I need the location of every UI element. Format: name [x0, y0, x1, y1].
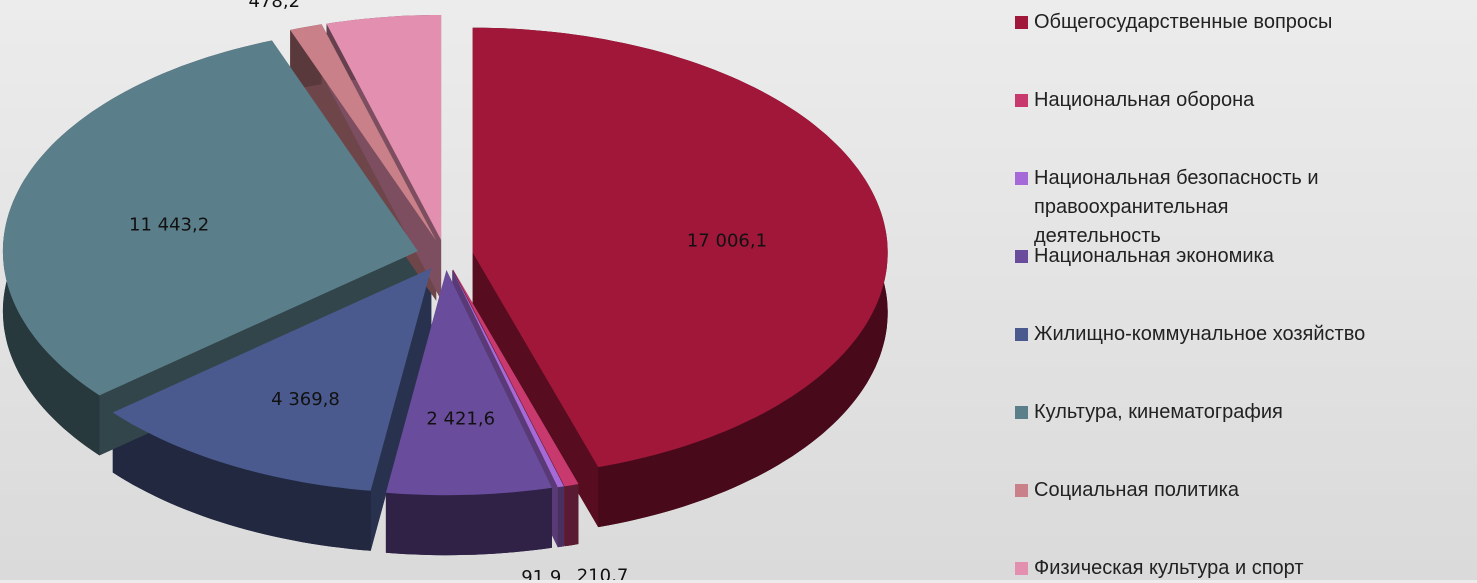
slice-wall	[472, 252, 599, 528]
legend-swatch	[1015, 16, 1028, 29]
legend-label: Общегосударственные вопросы	[1034, 11, 1333, 33]
legend-label: Социальная политика	[1034, 479, 1239, 501]
slice	[385, 270, 552, 496]
legend-swatch	[1015, 562, 1028, 575]
slice	[290, 24, 437, 241]
data-label: 17 006,1	[687, 230, 767, 251]
legend-label: Национальная оборона	[1034, 89, 1255, 111]
slice	[112, 268, 432, 491]
legend-item: Национальная оборона	[1015, 86, 1254, 115]
legend-swatch	[1015, 406, 1028, 419]
slice-wall	[112, 412, 371, 551]
slice	[2, 40, 418, 396]
legend-swatch	[1015, 484, 1028, 497]
legend-swatch	[1015, 94, 1028, 107]
data-label: 11 443,2	[129, 215, 209, 236]
legend-item: Национальная безопасность и правоохранит…	[1015, 164, 1355, 251]
legend-swatch	[1015, 172, 1028, 185]
data-label: 91,9	[521, 567, 561, 580]
data-label: 2 421,6	[426, 408, 495, 429]
slice	[453, 269, 579, 487]
data-label: 478,2	[249, 0, 301, 12]
legend-item: Физическая культура и спорт	[1015, 554, 1304, 583]
legend-label: Культура, кинематография	[1034, 401, 1283, 423]
slice-wall	[370, 268, 432, 551]
slice-wall	[557, 486, 564, 548]
legend-label: Физическая культура и спорт	[1034, 557, 1304, 579]
slice-wall	[385, 487, 552, 556]
slice-wall	[564, 484, 579, 547]
legend-label: Национальная экономика	[1034, 245, 1274, 267]
legend-item: Культура, кинематография	[1015, 398, 1283, 427]
legend-swatch	[1015, 328, 1028, 341]
data-label: 210,7	[577, 565, 629, 580]
slice	[326, 15, 442, 240]
slice	[452, 269, 564, 488]
data-label: 4 369,8	[271, 389, 340, 410]
legend-item: Национальная экономика	[1015, 242, 1274, 271]
legend-label: Национальная безопасность и правоохранит…	[1034, 167, 1319, 247]
legend-swatch	[1015, 250, 1028, 263]
data-label: 1 678,9	[371, 0, 440, 1]
legend-item: Жилищно-коммунальное хозяйство	[1015, 320, 1365, 349]
legend-item: Общегосударственные вопросы	[1015, 8, 1332, 37]
legend-item: Социальная политика	[1015, 476, 1239, 505]
legend-label: Жилищно-коммунальное хозяйство	[1034, 323, 1366, 345]
slice	[472, 27, 888, 468]
